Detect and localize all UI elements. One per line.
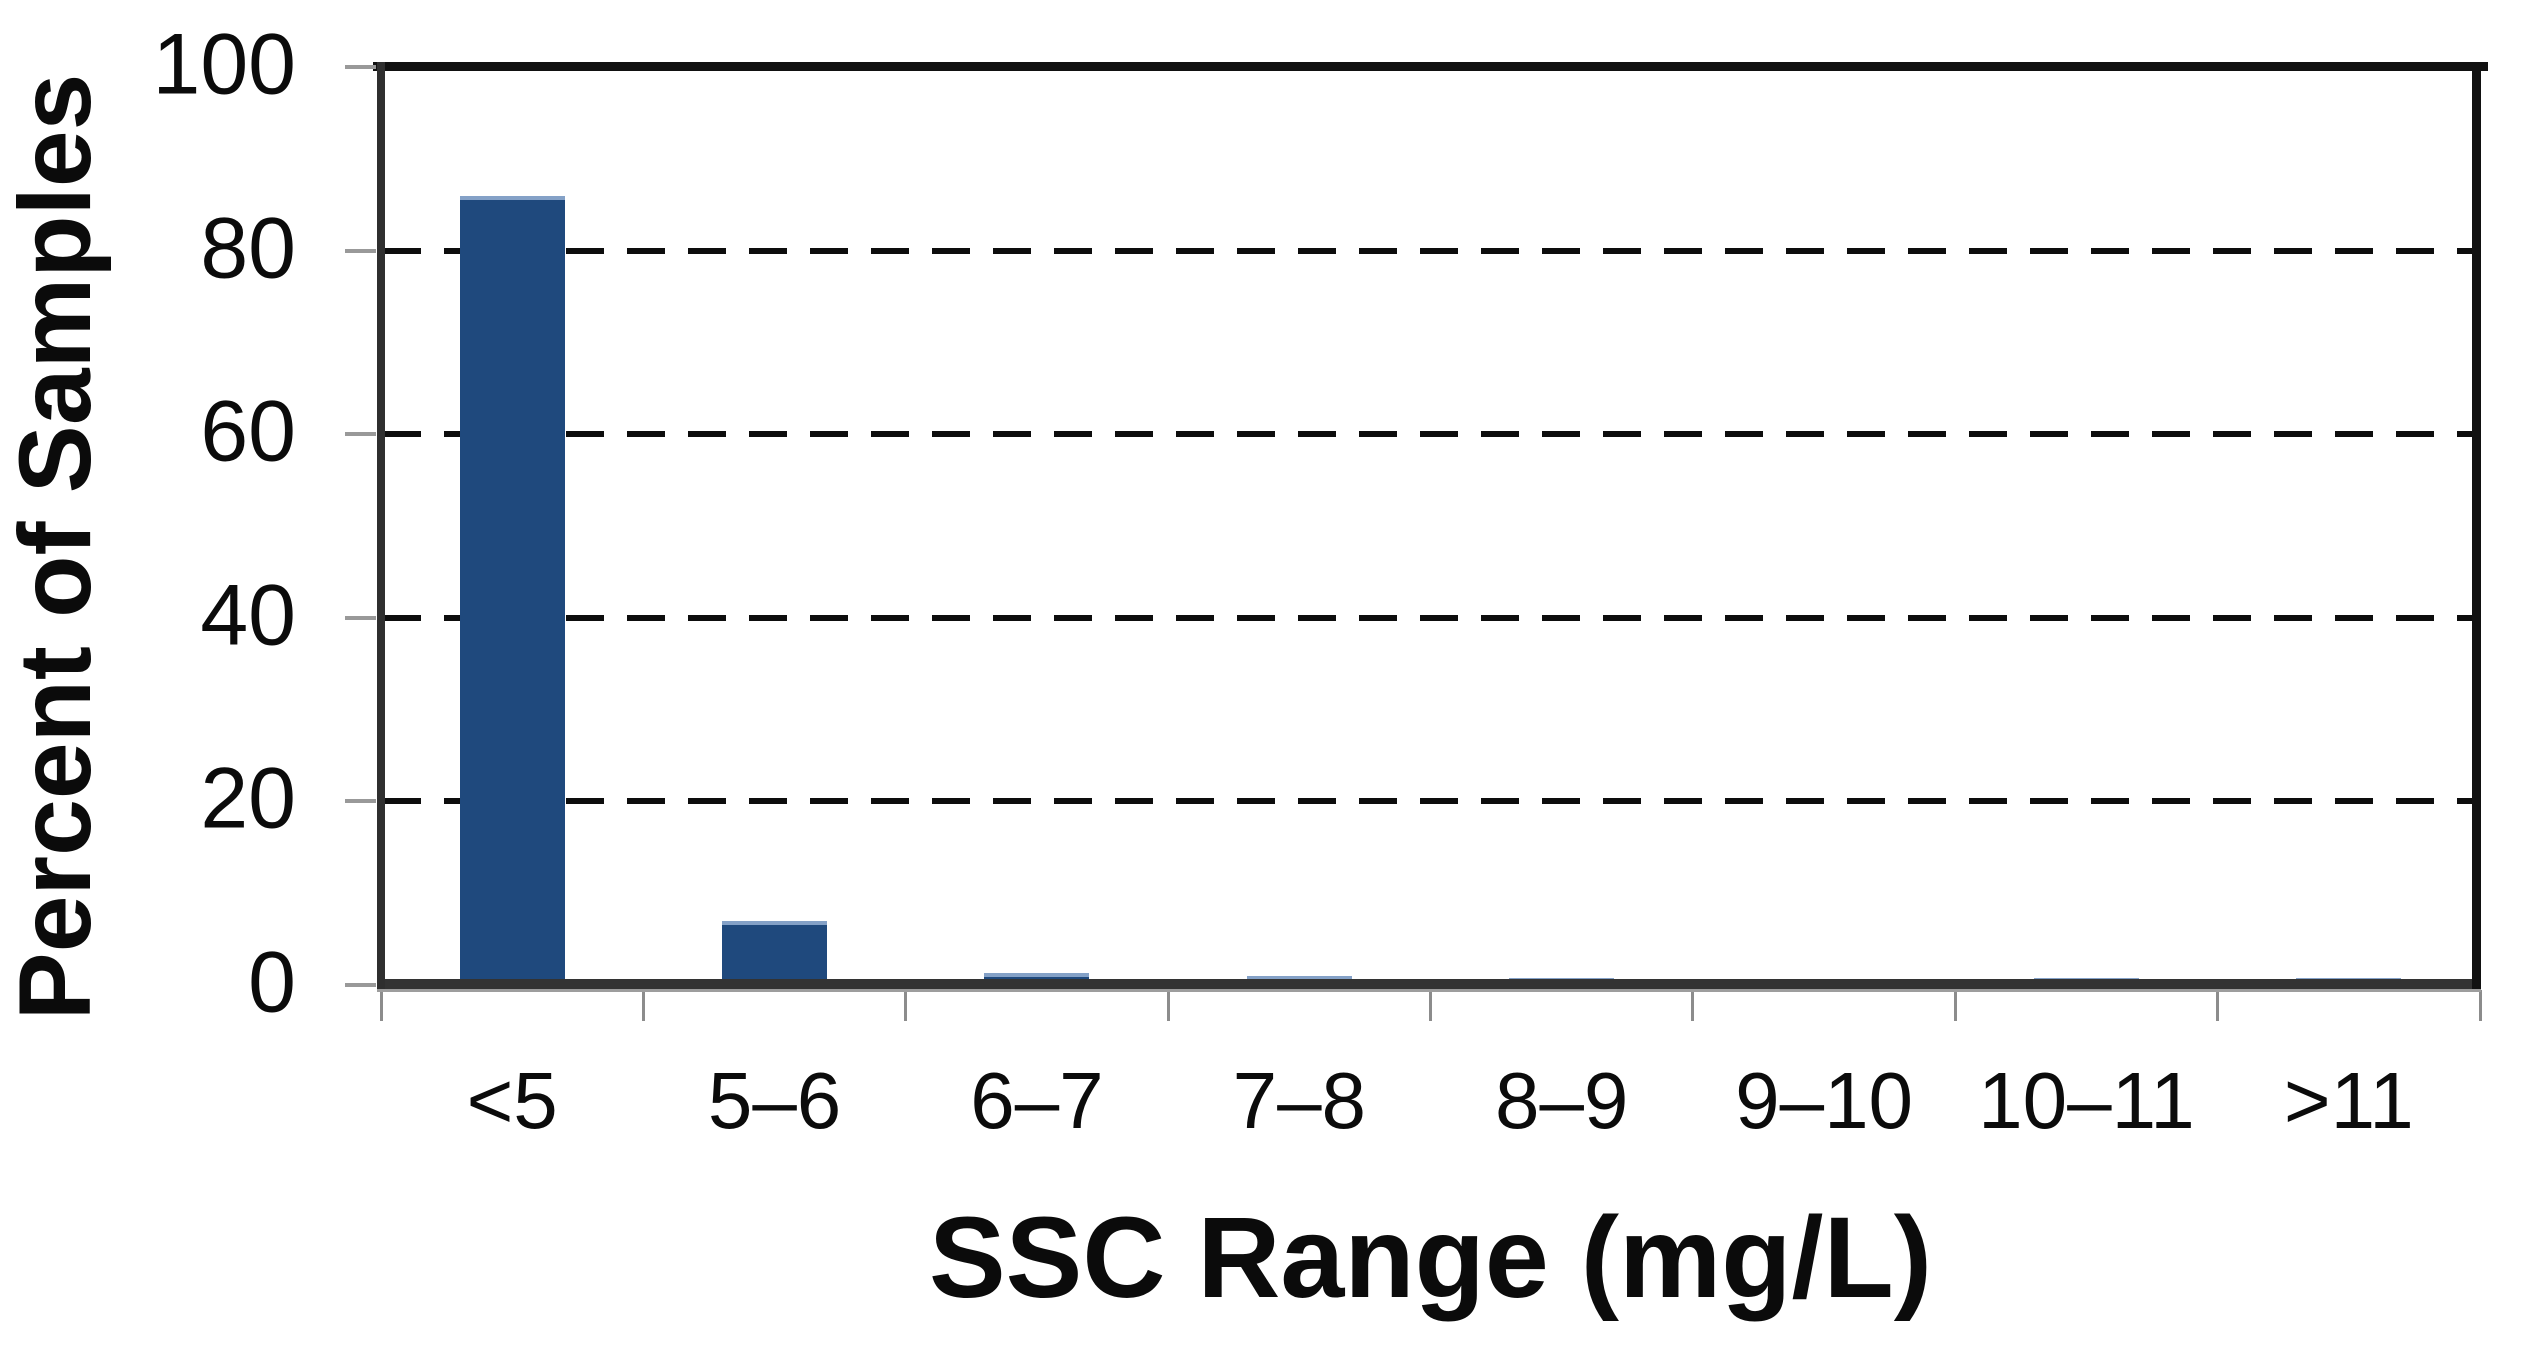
bar-<5 [459, 195, 565, 985]
x-tick-6 [1953, 990, 1957, 1021]
plot-border-top [373, 62, 2488, 71]
y-tick-label-100: 100 [152, 16, 297, 113]
x-tick-1 [641, 990, 645, 1021]
bar-5–6 [722, 920, 828, 985]
x-tick-label-5–6: 5–6 [707, 1056, 842, 1145]
y-tick-label-80: 80 [200, 200, 296, 297]
y-tick-80 [345, 248, 376, 253]
x-tick-label-6–7: 6–7 [970, 1056, 1104, 1145]
gridline-80 [383, 247, 2478, 254]
y-tick-label-20: 20 [200, 750, 296, 847]
y-tick-label-40: 40 [200, 567, 296, 664]
y-axis-tick-labels: 0 20 40 60 80 100 [0, 0, 297, 1364]
x-axis-title: SSC Range (mg/L) [928, 1194, 1933, 1322]
x-tick-4 [1429, 990, 1432, 1021]
x-tick-8 [2478, 990, 2482, 1021]
x-axis-line-shadow [377, 989, 2481, 992]
x-tick-0 [379, 990, 383, 1021]
y-tick-label-60: 60 [200, 383, 296, 480]
y-axis-spine [377, 62, 385, 989]
plot-border-right [2472, 62, 2481, 989]
x-tick-label-10–11: 10–11 [1978, 1056, 2195, 1145]
x-tick-label-9–10: 9–10 [1735, 1056, 1914, 1145]
y-tick-60 [345, 432, 376, 437]
plot-area [345, 62, 2488, 1021]
y-tick-100 [345, 65, 376, 69]
x-axis-line [377, 979, 2481, 989]
x-tick-label-<5: <5 [466, 1056, 558, 1145]
x-tick-2 [904, 990, 908, 1021]
gridline-60 [383, 431, 2478, 438]
x-tick-label->11: >11 [2283, 1056, 2414, 1145]
gridline-40 [383, 614, 2478, 621]
x-tick-5 [1691, 990, 1695, 1021]
y-tick-20 [345, 799, 376, 804]
y-tick-0 [345, 983, 376, 987]
x-tick-7 [2216, 990, 2220, 1021]
gridline-20 [383, 798, 2478, 805]
x-tick-label-8–9: 8–9 [1494, 1056, 1629, 1145]
y-tick-label-0: 0 [248, 934, 296, 1031]
x-tick-label-7–8: 7–8 [1232, 1056, 1367, 1145]
y-tick-40 [345, 615, 376, 620]
x-tick-3 [1166, 990, 1170, 1021]
